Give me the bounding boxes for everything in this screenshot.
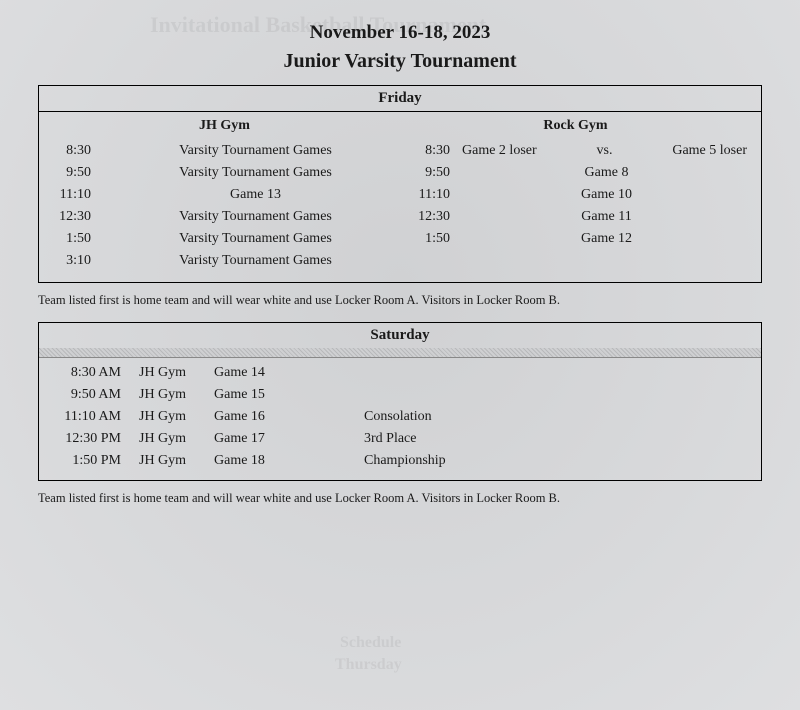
schedule-row: 9:50 AMJH GymGame 15: [49, 384, 751, 406]
game-cell: Game 10: [462, 187, 751, 203]
time-cell: 11:10: [400, 187, 462, 203]
type-cell: 3rd Place: [304, 431, 751, 447]
jh-gym-header: JH Gym: [49, 118, 400, 134]
game-cell: Varsity Tournament Games: [111, 231, 400, 247]
schedule-row: 12:30Varsity Tournament Games: [49, 206, 400, 228]
friday-schedule-box: Friday JH Gym 8:30Varsity Tournament Gam…: [38, 85, 762, 283]
team-cell: Game 5 loser: [625, 143, 752, 159]
schedule-row: 11:10 AMJH GymGame 16Consolation: [49, 406, 751, 428]
schedule-row: 9:50Varsity Tournament Games: [49, 162, 400, 184]
time-cell: 12:30: [400, 209, 462, 225]
team-cell: Game 2 loser: [462, 143, 585, 159]
rock-gym-column: Rock Gym 8:30 Game 2 loser vs. Game 5 lo…: [400, 118, 751, 272]
schedule-row: 8:30Varsity Tournament Games: [49, 140, 400, 162]
game-cell: Game 12: [462, 231, 751, 247]
friday-body: JH Gym 8:30Varsity Tournament Games 9:50…: [39, 112, 761, 282]
game-cell: Varsity Tournament Games: [111, 165, 400, 181]
game-cell: Varisty Tournament Games: [111, 253, 400, 269]
vs-label: vs.: [585, 143, 625, 159]
schedule-row: 12:30Game 11: [400, 206, 751, 228]
game-cell: Varsity Tournament Games: [111, 209, 400, 225]
game-cell: Game 16: [214, 409, 304, 425]
schedule-row: 9:50Game 8: [400, 162, 751, 184]
schedule-row: 3:10Varisty Tournament Games: [49, 250, 400, 272]
footnote-text: Team listed first is home team and will …: [38, 293, 762, 308]
schedule-row: 1:50 PMJH GymGame 18Championship: [49, 450, 751, 472]
time-cell: 12:30: [49, 209, 111, 225]
time-cell: 1:50: [400, 231, 462, 247]
saturday-schedule-box: Saturday 8:30 AMJH GymGame 14 9:50 AMJH …: [38, 322, 762, 481]
time-cell: 1:50 PM: [49, 453, 139, 469]
game-cell: Game 14: [214, 365, 304, 381]
time-cell: 11:10: [49, 187, 111, 203]
schedule-row: 11:10Game 10: [400, 184, 751, 206]
schedule-row: 1:50Game 12: [400, 228, 751, 250]
game-cell: Game 8: [462, 165, 751, 181]
time-cell: 11:10 AM: [49, 409, 139, 425]
time-cell: 8:30: [49, 143, 111, 159]
time-cell: 12:30 PM: [49, 431, 139, 447]
location-cell: JH Gym: [139, 409, 214, 425]
game-cell: Game 15: [214, 387, 304, 403]
document-header: November 16-18, 2023 Junior Varsity Tour…: [38, 22, 762, 73]
location-cell: JH Gym: [139, 453, 214, 469]
schedule-row: 1:50Varsity Tournament Games: [49, 228, 400, 250]
schedule-row: 8:30 Game 2 loser vs. Game 5 loser: [400, 140, 751, 162]
type-cell: Consolation: [304, 409, 751, 425]
game-cell: Game 13: [111, 187, 400, 203]
game-cell: Game 11: [462, 209, 751, 225]
time-cell: 3:10: [49, 253, 111, 269]
jh-gym-column: JH Gym 8:30Varsity Tournament Games 9:50…: [49, 118, 400, 272]
location-cell: JH Gym: [139, 365, 214, 381]
friday-header: Friday: [39, 86, 761, 112]
schedule-row: 11:10Game 13: [49, 184, 400, 206]
date-range: November 16-18, 2023: [38, 22, 762, 44]
time-cell: 8:30 AM: [49, 365, 139, 381]
schedule-row: 12:30 PMJH GymGame 173rd Place: [49, 428, 751, 450]
rock-gym-header: Rock Gym: [400, 118, 751, 134]
location-cell: JH Gym: [139, 387, 214, 403]
saturday-body: 8:30 AMJH GymGame 14 9:50 AMJH GymGame 1…: [39, 358, 761, 480]
game-cell: Game 18: [214, 453, 304, 469]
saturday-header: Saturday: [39, 323, 761, 348]
game-cell: Varsity Tournament Games: [111, 143, 400, 159]
time-cell: 9:50: [49, 165, 111, 181]
time-cell: 9:50 AM: [49, 387, 139, 403]
time-cell: 9:50: [400, 165, 462, 181]
game-cell: Game 17: [214, 431, 304, 447]
schedule-row: 8:30 AMJH GymGame 14: [49, 362, 751, 384]
decorative-stripe: [39, 348, 761, 358]
tournament-title: Junior Varsity Tournament: [38, 50, 762, 73]
location-cell: JH Gym: [139, 431, 214, 447]
time-cell: 1:50: [49, 231, 111, 247]
type-cell: Championship: [304, 453, 751, 469]
footnote-text: Team listed first is home team and will …: [38, 491, 762, 506]
time-cell: 8:30: [400, 143, 462, 159]
page: November 16-18, 2023 Junior Varsity Tour…: [0, 0, 800, 710]
